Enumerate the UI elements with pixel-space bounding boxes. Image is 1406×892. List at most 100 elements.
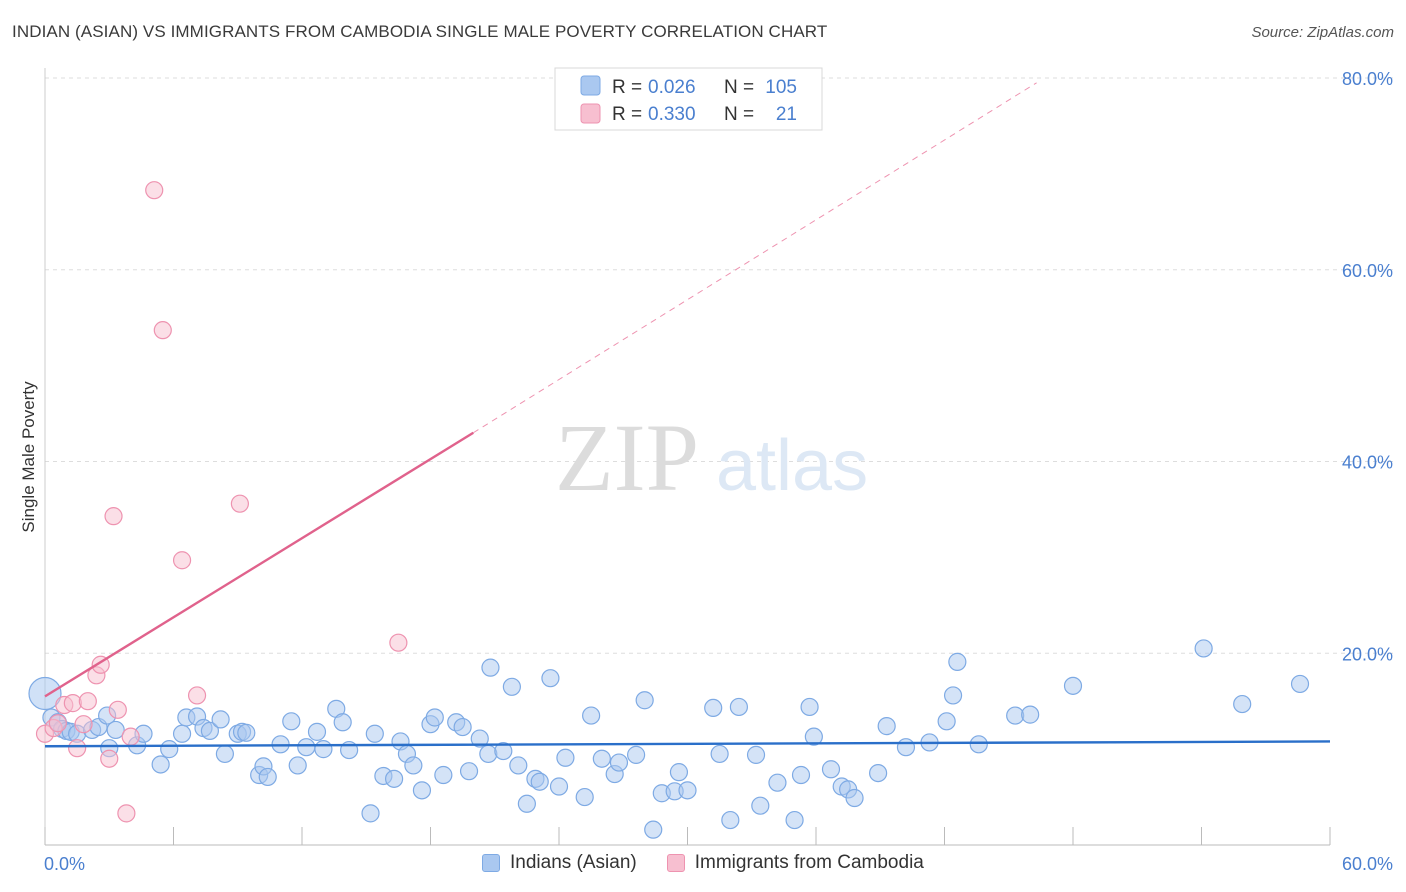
point-indians: [549, 777, 569, 796]
point-indians: [517, 794, 536, 813]
point-cambodia: [230, 494, 249, 513]
point-indians: [479, 744, 498, 764]
y-tick-label: 40.0%: [1342, 453, 1393, 473]
point-indians: [211, 710, 230, 729]
point-indians: [200, 721, 220, 741]
legend-label-cambodia: Immigrants from Cambodia: [694, 852, 924, 873]
point-indians: [845, 788, 864, 808]
legend-swatch-cambodia: [666, 854, 685, 872]
point-indians: [282, 712, 301, 731]
point-indians: [969, 735, 988, 754]
y-axis-label: Single Male Poverty: [19, 381, 38, 533]
point-indians: [494, 741, 513, 761]
point-indians: [751, 796, 770, 815]
point-indians: [575, 787, 594, 807]
trend-line-indians: [44, 740, 1331, 748]
point-indians: [237, 723, 256, 742]
legend-r-label-blue: R =: [612, 77, 642, 98]
x-tick-label: 60.0%: [1342, 854, 1393, 874]
watermark-zip: ZIP: [555, 404, 699, 511]
point-indians: [721, 810, 740, 830]
y-tick-label: 80.0%: [1342, 69, 1393, 89]
point-indians: [644, 820, 663, 839]
point-cambodia: [153, 321, 172, 340]
point-indians: [258, 767, 277, 787]
point-indians: [948, 652, 967, 671]
point-indians: [160, 740, 179, 759]
point-indians: [609, 753, 629, 772]
point-indians: [481, 658, 500, 677]
point-indians: [412, 781, 432, 800]
point-indians: [541, 669, 560, 688]
point-indians: [669, 763, 689, 782]
point-indians: [1021, 705, 1040, 724]
point-indians: [509, 756, 528, 775]
point-indians: [582, 706, 601, 725]
chart-title: INDIAN (ASIAN) VS IMMIGRANTS FROM CAMBOD…: [12, 22, 828, 41]
point-cambodia: [100, 749, 119, 768]
legend-item-cambodia: Immigrants from Cambodia: [666, 852, 924, 874]
point-indians: [425, 708, 444, 727]
point-indians: [314, 740, 333, 759]
point-indians: [746, 745, 766, 764]
point-indians: [502, 677, 521, 696]
point-cambodia: [63, 694, 82, 713]
point-indians: [768, 773, 787, 792]
point-cambodia: [68, 739, 87, 758]
point-indians: [704, 698, 723, 717]
trend-lines: [44, 82, 1331, 748]
point-indians: [384, 769, 404, 788]
point-indians: [28, 676, 62, 711]
legend-top: R = 0.026 N = 105 R = 0.330 N = 21: [554, 67, 823, 131]
legend-label-indians: Indians (Asian): [510, 852, 637, 873]
point-indians: [785, 810, 804, 830]
point-indians: [297, 738, 316, 757]
point-cambodia: [117, 804, 136, 823]
legend-swatch-pink: [580, 103, 601, 124]
x-tick-label: 0.0%: [44, 854, 85, 874]
point-indians: [459, 762, 479, 781]
point-cambodia: [145, 181, 164, 200]
point-indians: [592, 749, 611, 768]
trend-line-cambodia-extension: [473, 82, 1037, 434]
y-tick-label: 20.0%: [1342, 644, 1393, 664]
point-indians: [365, 724, 384, 743]
trend-line-cambodia: [44, 431, 474, 698]
point-indians: [1233, 694, 1252, 714]
legend-swatch-indians: [482, 854, 500, 872]
point-indians: [106, 720, 125, 740]
point-indians: [821, 760, 841, 779]
point-indians: [172, 724, 192, 743]
point-indians: [470, 729, 489, 748]
legend-n-value-blue: 105: [765, 77, 797, 98]
point-indians: [635, 691, 654, 710]
point-indians: [877, 717, 896, 736]
legend-bottom: Indians (Asian) Immigrants from Cambodia: [482, 852, 954, 874]
legend-swatch-blue: [580, 75, 601, 96]
legend-r-label-pink: R =: [612, 104, 642, 125]
point-indians: [307, 722, 327, 741]
point-cambodia: [74, 715, 93, 734]
point-indians: [434, 765, 453, 785]
point-indians: [869, 763, 888, 783]
legend-r-value-pink: 0.330: [648, 104, 696, 125]
tick-labels: 20.0% 40.0% 60.0% 80.0% 0.0% 60.0%: [44, 69, 1393, 874]
point-cambodia: [78, 692, 97, 711]
legend-n-label-blue: N =: [724, 77, 754, 98]
point-indians: [530, 772, 549, 791]
point-indians: [453, 717, 472, 737]
source-label: Source: ZipAtlas.com: [1251, 24, 1394, 41]
y-tick-label: 60.0%: [1342, 261, 1393, 281]
point-indians: [626, 745, 646, 764]
point-cambodia: [187, 686, 207, 705]
point-cambodia: [48, 714, 67, 733]
point-indians: [800, 697, 819, 717]
point-indians: [804, 727, 823, 746]
point-indians: [288, 756, 307, 775]
point-cambodia: [172, 551, 192, 570]
point-indians: [943, 686, 963, 705]
point-indians: [937, 712, 956, 731]
point-cambodia: [389, 633, 408, 652]
point-indians: [1063, 676, 1083, 695]
